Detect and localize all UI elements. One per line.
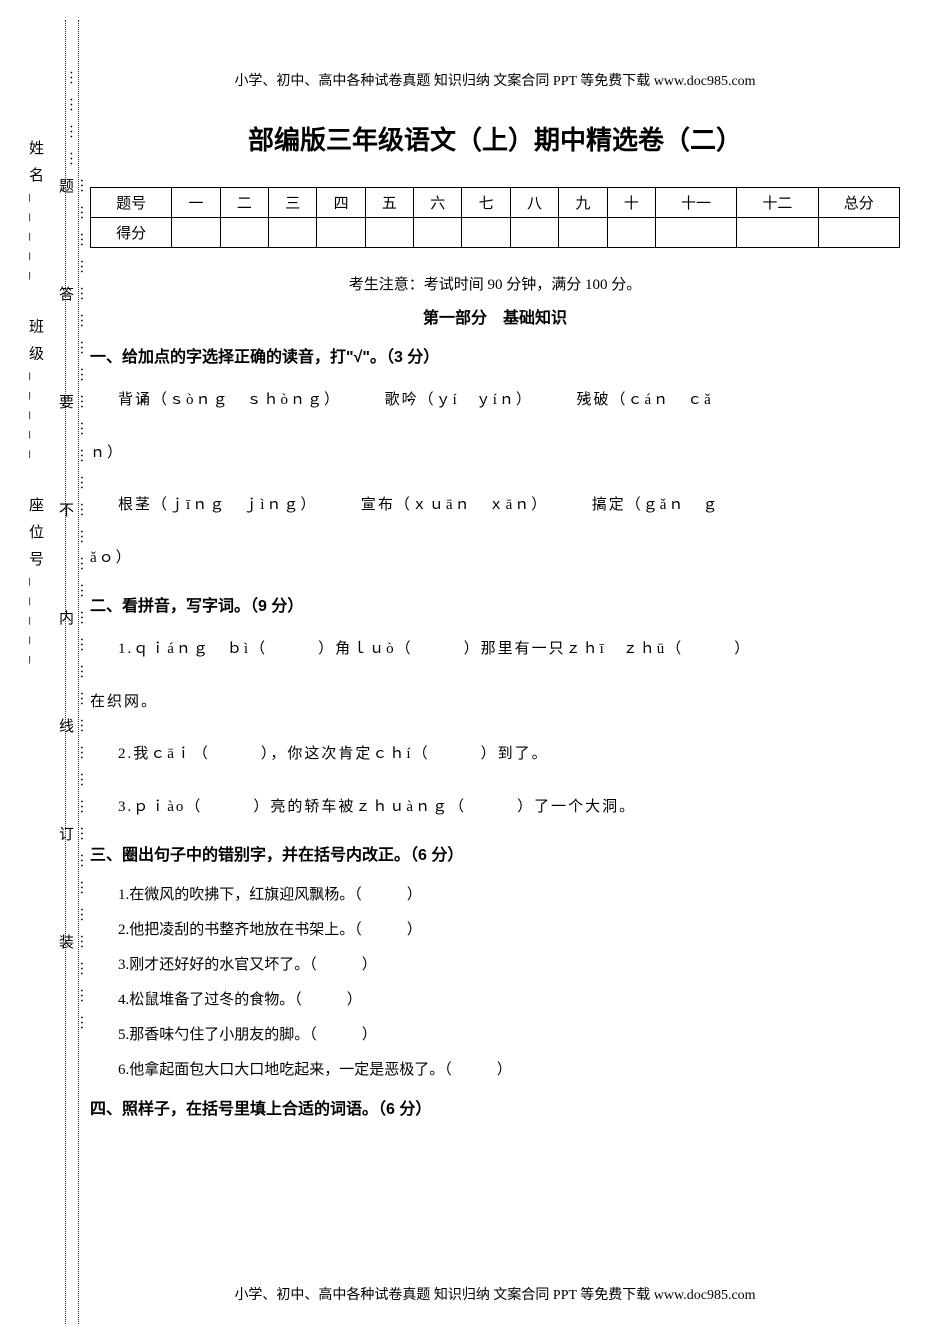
table-cell xyxy=(365,218,413,248)
question-3-item1: 1.在微风的吹拂下，红旗迎风飘杨。（ ） xyxy=(118,880,900,910)
page-footer: 小学、初中、高中各种试卷真题 知识归纳 文案合同 PPT 等免费下载 www.d… xyxy=(90,1284,900,1304)
exam-notice: 考生注意：考试时间 90 分钟，满分 100 分。 xyxy=(90,273,900,294)
table-cell: 四 xyxy=(317,188,365,218)
question-4-header: 四、照样子，在括号里填上合适的词语。（6 分） xyxy=(90,1095,900,1119)
table-cell: 八 xyxy=(510,188,558,218)
table-cell xyxy=(462,218,510,248)
question-3-item5: 5.那香味勺住了小朋友的脚。（ ） xyxy=(118,1020,900,1050)
table-cell: 题号 xyxy=(91,188,172,218)
question-3-header: 三、圈出句子中的错别字，并在括号内改正。（6 分） xyxy=(90,841,900,865)
table-cell xyxy=(559,218,607,248)
table-cell xyxy=(317,218,365,248)
page-header: 小学、初中、高中各种试卷真题 知识归纳 文案合同 PPT 等免费下载 www.d… xyxy=(90,70,900,90)
question-1-content-2: 根茎（ｊīｎｇ ｊìｎｇ） 宣布（ｘｕāｎ ｘāｎ） 搞定（ｇǎｎ ｇ xyxy=(118,487,900,525)
table-row: 得分 xyxy=(91,218,900,248)
table-cell: 七 xyxy=(462,188,510,218)
table-cell: 得分 xyxy=(91,218,172,248)
question-3-item4: 4.松鼠堆备了过冬的食物。（ ） xyxy=(118,985,900,1015)
table-cell: 总分 xyxy=(818,188,899,218)
page-content: 小学、初中、高中各种试卷真题 知识归纳 文案合同 PPT 等免费下载 www.d… xyxy=(0,0,950,1174)
table-cell xyxy=(510,218,558,248)
question-3-item3: 3.刚才还好好的水官又坏了。（ ） xyxy=(118,950,900,980)
question-2-header: 二、看拼音，写字词。（9 分） xyxy=(90,592,900,616)
table-cell: 二 xyxy=(220,188,268,218)
score-table: 题号 一 二 三 四 五 六 七 八 九 十 十一 十二 总分 得分 xyxy=(90,187,900,248)
question-1-content-cont: ｎ） xyxy=(90,435,900,473)
question-2-item3: 3.ｐｉào（ ）亮的轿车被ｚｈｕàｎｇ（ ）了一个大洞。 xyxy=(118,789,900,827)
table-row: 题号 一 二 三 四 五 六 七 八 九 十 十一 十二 总分 xyxy=(91,188,900,218)
question-2-item1: 1.ｑｉáｎｇ ｂì（ ）角ｌｕò（ ）那里有一只ｚｈī ｚｈū（ ） xyxy=(118,631,900,669)
question-2-item2: 2.我ｃāｉ（ ），你这次肯定ｃｈí（ ）到了。 xyxy=(118,736,900,774)
table-cell xyxy=(172,218,220,248)
table-cell xyxy=(737,218,818,248)
exam-title: 部编版三年级语文（上）期中精选卷（二） xyxy=(90,120,900,157)
table-cell xyxy=(220,218,268,248)
table-cell xyxy=(269,218,317,248)
question-3-item2: 2.他把凌刮的书整齐地放在书架上。（ ） xyxy=(118,915,900,945)
table-cell xyxy=(607,218,655,248)
table-cell: 三 xyxy=(269,188,317,218)
table-cell: 五 xyxy=(365,188,413,218)
table-cell xyxy=(414,218,462,248)
table-cell xyxy=(818,218,899,248)
table-cell xyxy=(655,218,736,248)
question-1-content: 背诵（ｓòｎｇ ｓｈòｎｇ） 歌吟（ｙí ｙíｎ） 残破（ｃáｎ ｃǎ xyxy=(118,382,900,420)
question-3-item6: 6.他拿起面包大口大口地吃起来，一定是恶极了。（ ） xyxy=(118,1055,900,1085)
table-cell: 一 xyxy=(172,188,220,218)
table-cell: 十二 xyxy=(737,188,818,218)
table-cell: 六 xyxy=(414,188,462,218)
table-cell: 十 xyxy=(607,188,655,218)
section-title: 第一部分 基础知识 xyxy=(90,304,900,328)
table-cell: 十一 xyxy=(655,188,736,218)
question-1-header: 一、给加点的字选择正确的读音，打"√"。（3 分） xyxy=(90,343,900,367)
question-2-item1-cont: 在织网。 xyxy=(90,684,900,722)
table-cell: 九 xyxy=(559,188,607,218)
question-1-content-2-cont: ǎｏ） xyxy=(90,540,900,578)
